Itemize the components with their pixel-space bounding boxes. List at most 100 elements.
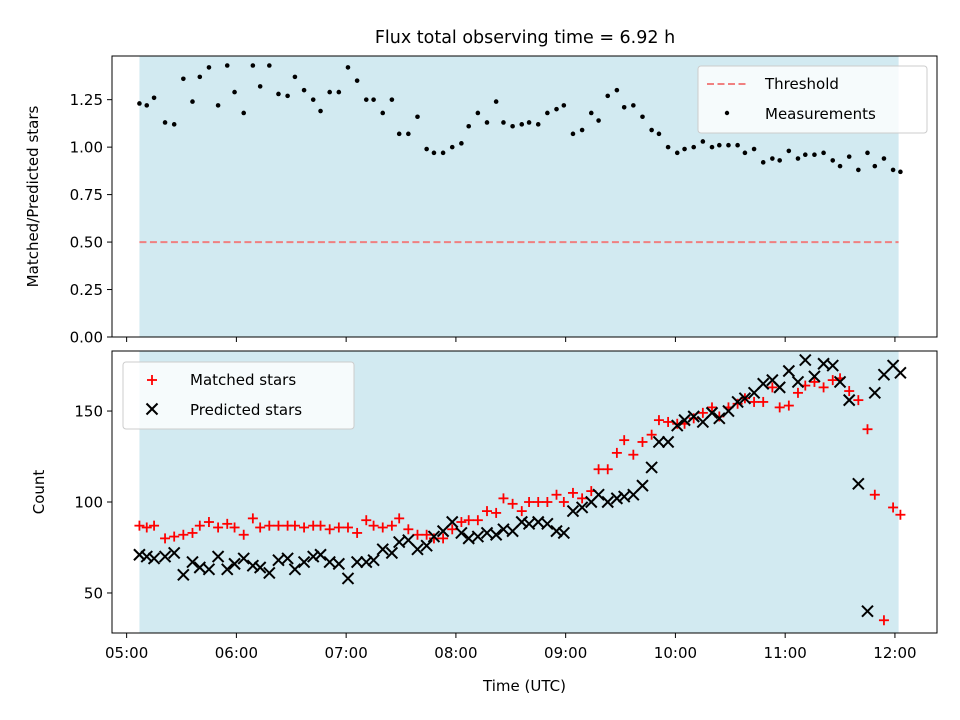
predicted-star-point: [307, 550, 320, 563]
matched-star-point: [663, 416, 674, 427]
matched-star-point: [352, 527, 363, 538]
count-x-axis: 05:00 06:00 07:00 08:00 09:00 10:00 11:00 12:00: [105, 633, 917, 662]
predicted-star-point: [133, 548, 146, 561]
predicted-star-point: [489, 528, 503, 541]
measurement-point: [501, 120, 506, 125]
count-x-tick-label: 12:00: [873, 644, 916, 662]
measurement-point: [700, 139, 706, 144]
matched-star-point: [577, 493, 588, 504]
predicted-star-point: [427, 530, 441, 543]
matched-star-point: [412, 529, 423, 540]
predicted-star-point: [894, 366, 907, 380]
predicted-star-point: [713, 412, 726, 425]
measurement-point: [519, 122, 525, 127]
predicted-star-point: [566, 504, 580, 518]
measurement-point: [389, 97, 395, 102]
matched-star-point: [862, 424, 873, 435]
predicted-star-point: [167, 546, 181, 560]
matched-star-point: [628, 449, 639, 460]
count-x-tick-label: 11:00: [764, 644, 807, 662]
matched-star-point: [472, 515, 483, 526]
predicted-star-point: [177, 568, 190, 581]
measurement-point: [554, 106, 559, 112]
matched-star-point: [255, 522, 266, 533]
matched-star-point: [428, 533, 439, 544]
matched-star-point: [456, 517, 467, 528]
ratio-y-axis-label: Matched/Predicted stars: [24, 106, 42, 288]
matched-star-point: [421, 529, 432, 540]
predicted-star-point: [592, 488, 605, 501]
predicted-star-point: [263, 566, 276, 580]
matched-star-point: [783, 400, 794, 411]
ratio-plot-frame: [111, 55, 938, 338]
ratio-legend: Threshold Measurements: [697, 65, 928, 134]
matched-star-point: [558, 497, 569, 508]
matched-star-point: [707, 402, 717, 413]
matched-star-point: [203, 517, 214, 528]
matched-star-point: [264, 520, 275, 531]
count-panel: 50 100 150 05:00 06:00 07:00 08:00 09:00 10:00 1…: [30, 350, 938, 695]
predicted-star-point: [678, 413, 691, 427]
ratio-y-tick-label: 0.75: [70, 186, 103, 204]
measurement-point: [856, 167, 861, 173]
measurement-point: [475, 110, 481, 116]
matched-star-point: [792, 387, 803, 398]
count-x-tick-label: 08:00: [434, 644, 477, 662]
measurement-point: [336, 89, 342, 95]
measurement-point: [380, 110, 386, 116]
predicted-star-point: [455, 526, 468, 540]
matched-star-point: [611, 447, 622, 458]
matched-star-point: [567, 487, 578, 498]
predicted-star-point: [738, 392, 752, 405]
legend-measurements-label: Measurements: [765, 105, 876, 123]
matched-star-point: [229, 522, 240, 533]
matched-star-point: [438, 533, 449, 544]
measurement-point: [770, 156, 775, 161]
measurement-point: [640, 114, 645, 120]
ratio-y-tick-label: 1.00: [70, 139, 103, 157]
measurement-point: [250, 63, 256, 68]
measurement-point: [424, 146, 429, 152]
predicted-star-point: [782, 364, 796, 378]
legend-measurements-swatch: [724, 110, 730, 116]
matched-star-point: [194, 520, 205, 531]
matched-star-point: [160, 533, 171, 544]
measurement-point: [459, 141, 464, 146]
matched-star-point: [299, 522, 310, 533]
predicted-star-point: [645, 461, 658, 474]
measurement-point: [665, 144, 671, 150]
matched-star-point: [213, 522, 224, 533]
measurement-point: [621, 104, 627, 110]
matched-star-point: [774, 402, 785, 413]
measurement-point: [649, 127, 654, 133]
predicted-star-point: [636, 479, 649, 492]
predicted-star-point: [385, 546, 399, 560]
measurement-point: [526, 120, 532, 125]
measurement-point: [171, 122, 177, 127]
measurement-point: [354, 78, 360, 83]
matched-star-point: [324, 524, 335, 535]
matched-star-point: [602, 464, 613, 475]
predicted-star-point: [376, 543, 389, 556]
matched-star-point: [187, 527, 198, 538]
predicted-star-point: [314, 548, 327, 561]
predicted-star-point: [471, 530, 485, 543]
predicted-star-point: [833, 375, 847, 389]
matched-star-point: [273, 520, 284, 531]
count-x-tick-label: 10:00: [654, 644, 697, 662]
measurement-point: [257, 84, 263, 89]
measurement-point: [786, 148, 792, 154]
measurement-point: [267, 63, 272, 68]
measurement-point: [742, 150, 748, 156]
measurement-point: [656, 131, 662, 137]
measurement-point: [215, 103, 221, 108]
measurement-point: [406, 131, 411, 137]
ratio-y-tick-label: 0.50: [70, 234, 103, 252]
predicted-star-point: [757, 377, 770, 390]
measurement-point: [865, 150, 870, 156]
measurement-point: [881, 156, 887, 161]
predicted-star-point: [288, 563, 302, 576]
matched-star-point: [818, 382, 829, 393]
matched-star-point: [394, 513, 405, 524]
measurement-point: [292, 74, 298, 80]
